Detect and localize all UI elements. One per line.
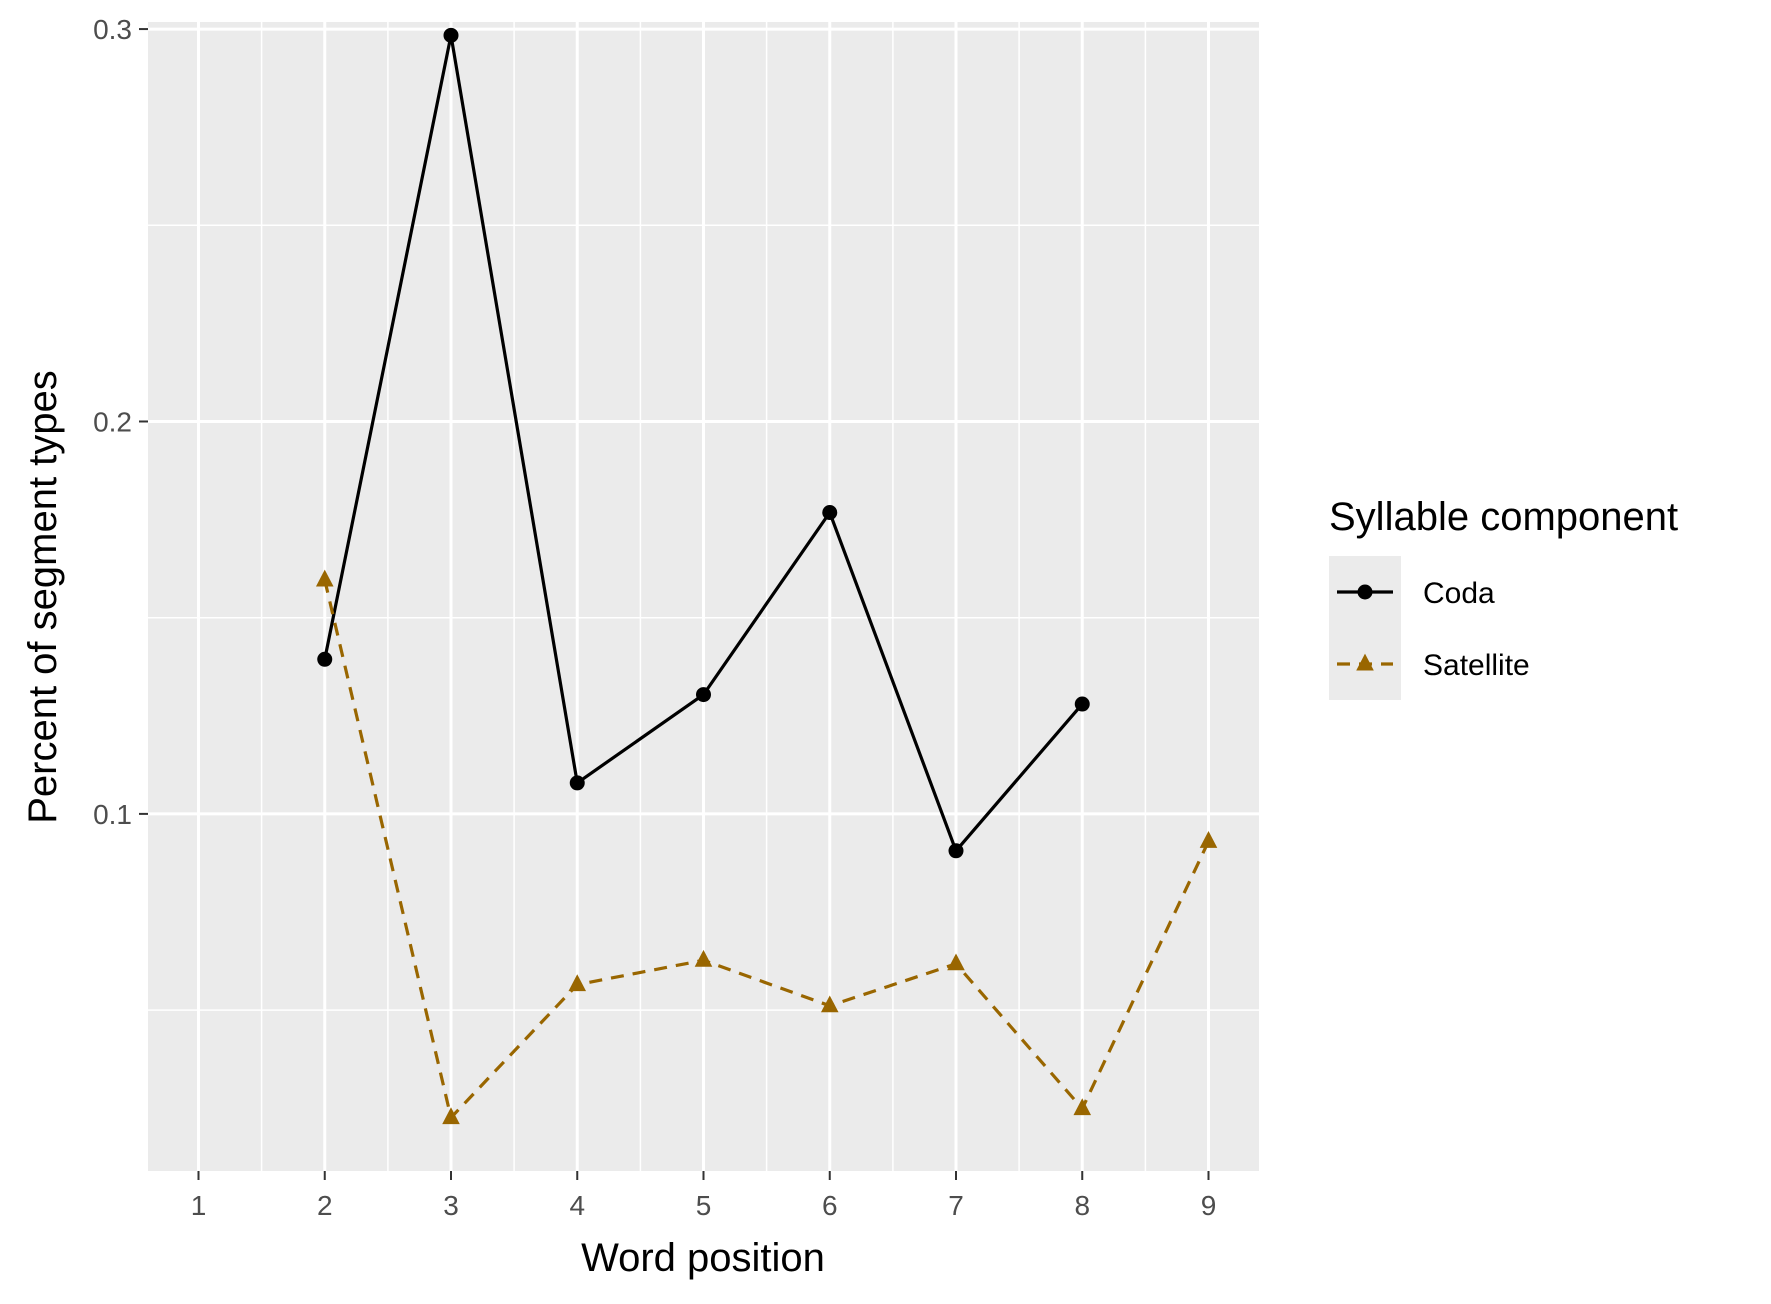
- x-axis: 1 2 3 4 5 6 7 8 9: [191, 1171, 1217, 1221]
- series-satellite: [315, 569, 1218, 1125]
- y-tick-label: 0.1: [93, 799, 132, 830]
- series-coda: [317, 27, 1090, 859]
- x-tick-label: 8: [1074, 1190, 1090, 1221]
- x-tick-label: 1: [191, 1190, 207, 1221]
- coda-point: [1074, 696, 1090, 712]
- legend-title: Syllable component: [1329, 495, 1678, 539]
- major-gridlines: [148, 22, 1259, 1171]
- coda-point: [443, 27, 459, 43]
- coda-point: [822, 505, 838, 521]
- legend-item-satellite: Satellite: [1329, 628, 1530, 700]
- y-tick-label: 0.2: [93, 406, 132, 437]
- legend-label: Satellite: [1423, 649, 1530, 682]
- x-axis-title: Word position: [581, 1236, 825, 1280]
- coda-point: [569, 775, 585, 791]
- y-tick-label: 0.3: [93, 14, 132, 45]
- x-tick-label: 5: [696, 1190, 712, 1221]
- satellite-point: [1073, 1098, 1092, 1116]
- satellite-point: [1199, 831, 1218, 848]
- satellite-point: [947, 953, 965, 971]
- y-axis: 0.1 0.2 0.3: [93, 14, 148, 830]
- legend-keys: Coda Satellite: [1329, 556, 1530, 700]
- legend-label: Coda: [1423, 577, 1495, 610]
- satellite-point: [315, 569, 334, 587]
- coda-point: [948, 843, 964, 859]
- x-tick-label: 4: [569, 1190, 585, 1221]
- coda-point: [696, 687, 711, 703]
- series-layer: [315, 27, 1218, 1125]
- coda-point: [317, 651, 333, 667]
- satellite-line: [323, 579, 1210, 1120]
- legend-item-coda: Coda: [1329, 556, 1495, 628]
- satellite-point: [820, 995, 839, 1013]
- satellite-point: [694, 949, 713, 967]
- x-tick-label: 6: [822, 1190, 838, 1221]
- x-tick-label: 7: [948, 1190, 964, 1221]
- x-tick-label: 9: [1201, 1190, 1217, 1221]
- satellite-point: [568, 974, 587, 992]
- legend-key-marker: [1357, 584, 1373, 600]
- x-tick-label: 2: [317, 1190, 333, 1221]
- y-axis-title: Percent of segment types: [21, 370, 65, 824]
- legend: Syllable component Coda Satellite: [1329, 495, 1678, 700]
- satellite-point: [442, 1107, 460, 1125]
- legend-key-marker: [1356, 653, 1374, 671]
- x-tick-label: 3: [443, 1190, 459, 1221]
